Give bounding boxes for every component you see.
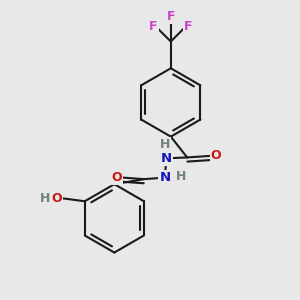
Text: H: H <box>176 170 186 183</box>
Text: O: O <box>51 192 62 205</box>
Text: N: N <box>159 171 170 184</box>
Text: F: F <box>167 10 175 23</box>
Text: H: H <box>40 192 51 205</box>
Text: O: O <box>211 149 221 162</box>
Text: N: N <box>161 152 172 165</box>
Text: O: O <box>111 170 122 184</box>
Text: F: F <box>184 20 192 33</box>
Text: F: F <box>149 20 158 33</box>
Text: H: H <box>160 138 170 152</box>
